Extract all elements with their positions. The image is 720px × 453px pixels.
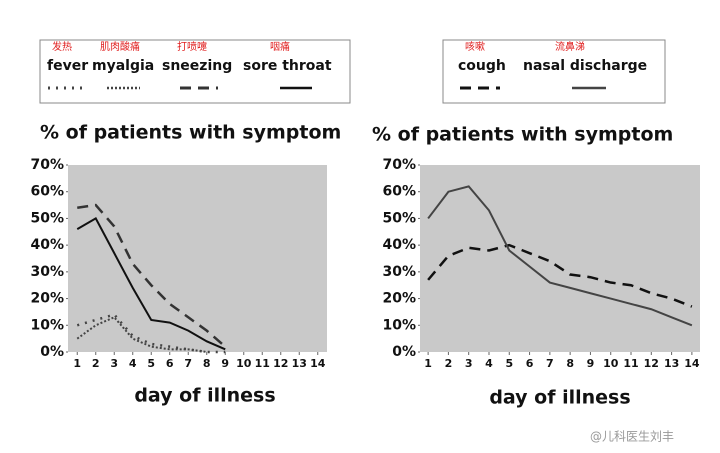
legend-translation: 打喷嚏 — [177, 40, 207, 53]
legend-box — [39, 39, 351, 104]
x-tick-label: 7 — [184, 357, 192, 370]
y-tick-label: 50% — [382, 210, 416, 226]
x-tick-label: 12 — [644, 357, 659, 370]
series-line — [77, 203, 227, 348]
legend-label: fever — [47, 58, 88, 74]
x-tick-label: 5 — [505, 357, 513, 370]
x-axis-label: day of illness — [134, 385, 275, 407]
legend-translation: 发热 — [52, 40, 72, 53]
x-tick-label: 4 — [485, 357, 493, 370]
series-line — [427, 243, 693, 308]
y-tick-label: 30% — [382, 264, 416, 280]
y-tick-label: 70% — [30, 157, 64, 173]
x-tick-label: 6 — [526, 357, 534, 370]
x-tick-label: 14 — [310, 357, 326, 370]
legend-translation: 咳嗽 — [465, 40, 485, 53]
y-tick-label: 10% — [382, 317, 416, 333]
x-axis-label: day of illness — [489, 387, 630, 409]
x-tick-label: 13 — [664, 357, 679, 370]
x-tick-label: 1 — [424, 357, 432, 370]
watermark: @儿科医生刘丰 — [590, 430, 674, 444]
y-tick-label: 30% — [30, 264, 64, 280]
y-tick-label: 40% — [382, 237, 416, 253]
plot-area — [68, 165, 327, 352]
x-tick-label: 1 — [73, 357, 81, 370]
chart-title: % of patients with symptom — [372, 124, 673, 146]
x-tick-label: 11 — [255, 357, 270, 370]
x-tick-label: 11 — [623, 357, 638, 370]
y-tick-label: 20% — [30, 291, 64, 307]
y-tick-label: 50% — [30, 210, 64, 226]
legend-label: sneezing — [162, 58, 232, 74]
plot-area — [420, 165, 700, 352]
x-tick-label: 4 — [129, 357, 137, 370]
y-tick-label: 60% — [382, 184, 416, 200]
legend-label: nasal discharge — [523, 58, 647, 74]
series-line — [76, 316, 207, 353]
x-tick-label: 3 — [110, 357, 118, 370]
legend-box — [442, 39, 666, 104]
legend-label: sore throat — [243, 58, 332, 74]
x-tick-label: 13 — [292, 357, 307, 370]
legend-label: myalgia — [92, 58, 154, 74]
series-line — [427, 185, 693, 327]
x-tick-label: 2 — [92, 357, 100, 370]
y-tick-label: 40% — [30, 237, 64, 253]
y-tick-label: 60% — [30, 184, 64, 200]
x-tick-label: 12 — [273, 357, 288, 370]
legend-translation: 肌肉酸痛 — [100, 40, 140, 53]
legend-label: cough — [458, 58, 506, 74]
legend-translation: 咽痛 — [270, 40, 290, 53]
x-tick-label: 9 — [221, 357, 229, 370]
x-tick-label: 8 — [566, 357, 574, 370]
chart-title: % of patients with symptom — [40, 122, 341, 144]
x-tick-label: 3 — [465, 357, 473, 370]
x-tick-label: 8 — [203, 357, 211, 370]
x-tick-label: 10 — [236, 357, 252, 370]
x-tick-label: 7 — [546, 357, 554, 370]
x-tick-label: 9 — [587, 357, 595, 370]
y-tick-label: 70% — [382, 157, 416, 173]
x-tick-label: 10 — [603, 357, 619, 370]
y-tick-label: 20% — [382, 291, 416, 307]
x-tick-label: 2 — [445, 357, 453, 370]
x-tick-label: 6 — [166, 357, 174, 370]
x-tick-label: 5 — [147, 357, 155, 370]
y-tick-label: 0% — [40, 344, 64, 360]
y-tick-label: 10% — [30, 317, 64, 333]
legend-translation: 流鼻涕 — [555, 40, 585, 53]
y-tick-label: 0% — [392, 344, 416, 360]
x-tick-label: 14 — [684, 357, 700, 370]
series-line — [76, 217, 226, 351]
